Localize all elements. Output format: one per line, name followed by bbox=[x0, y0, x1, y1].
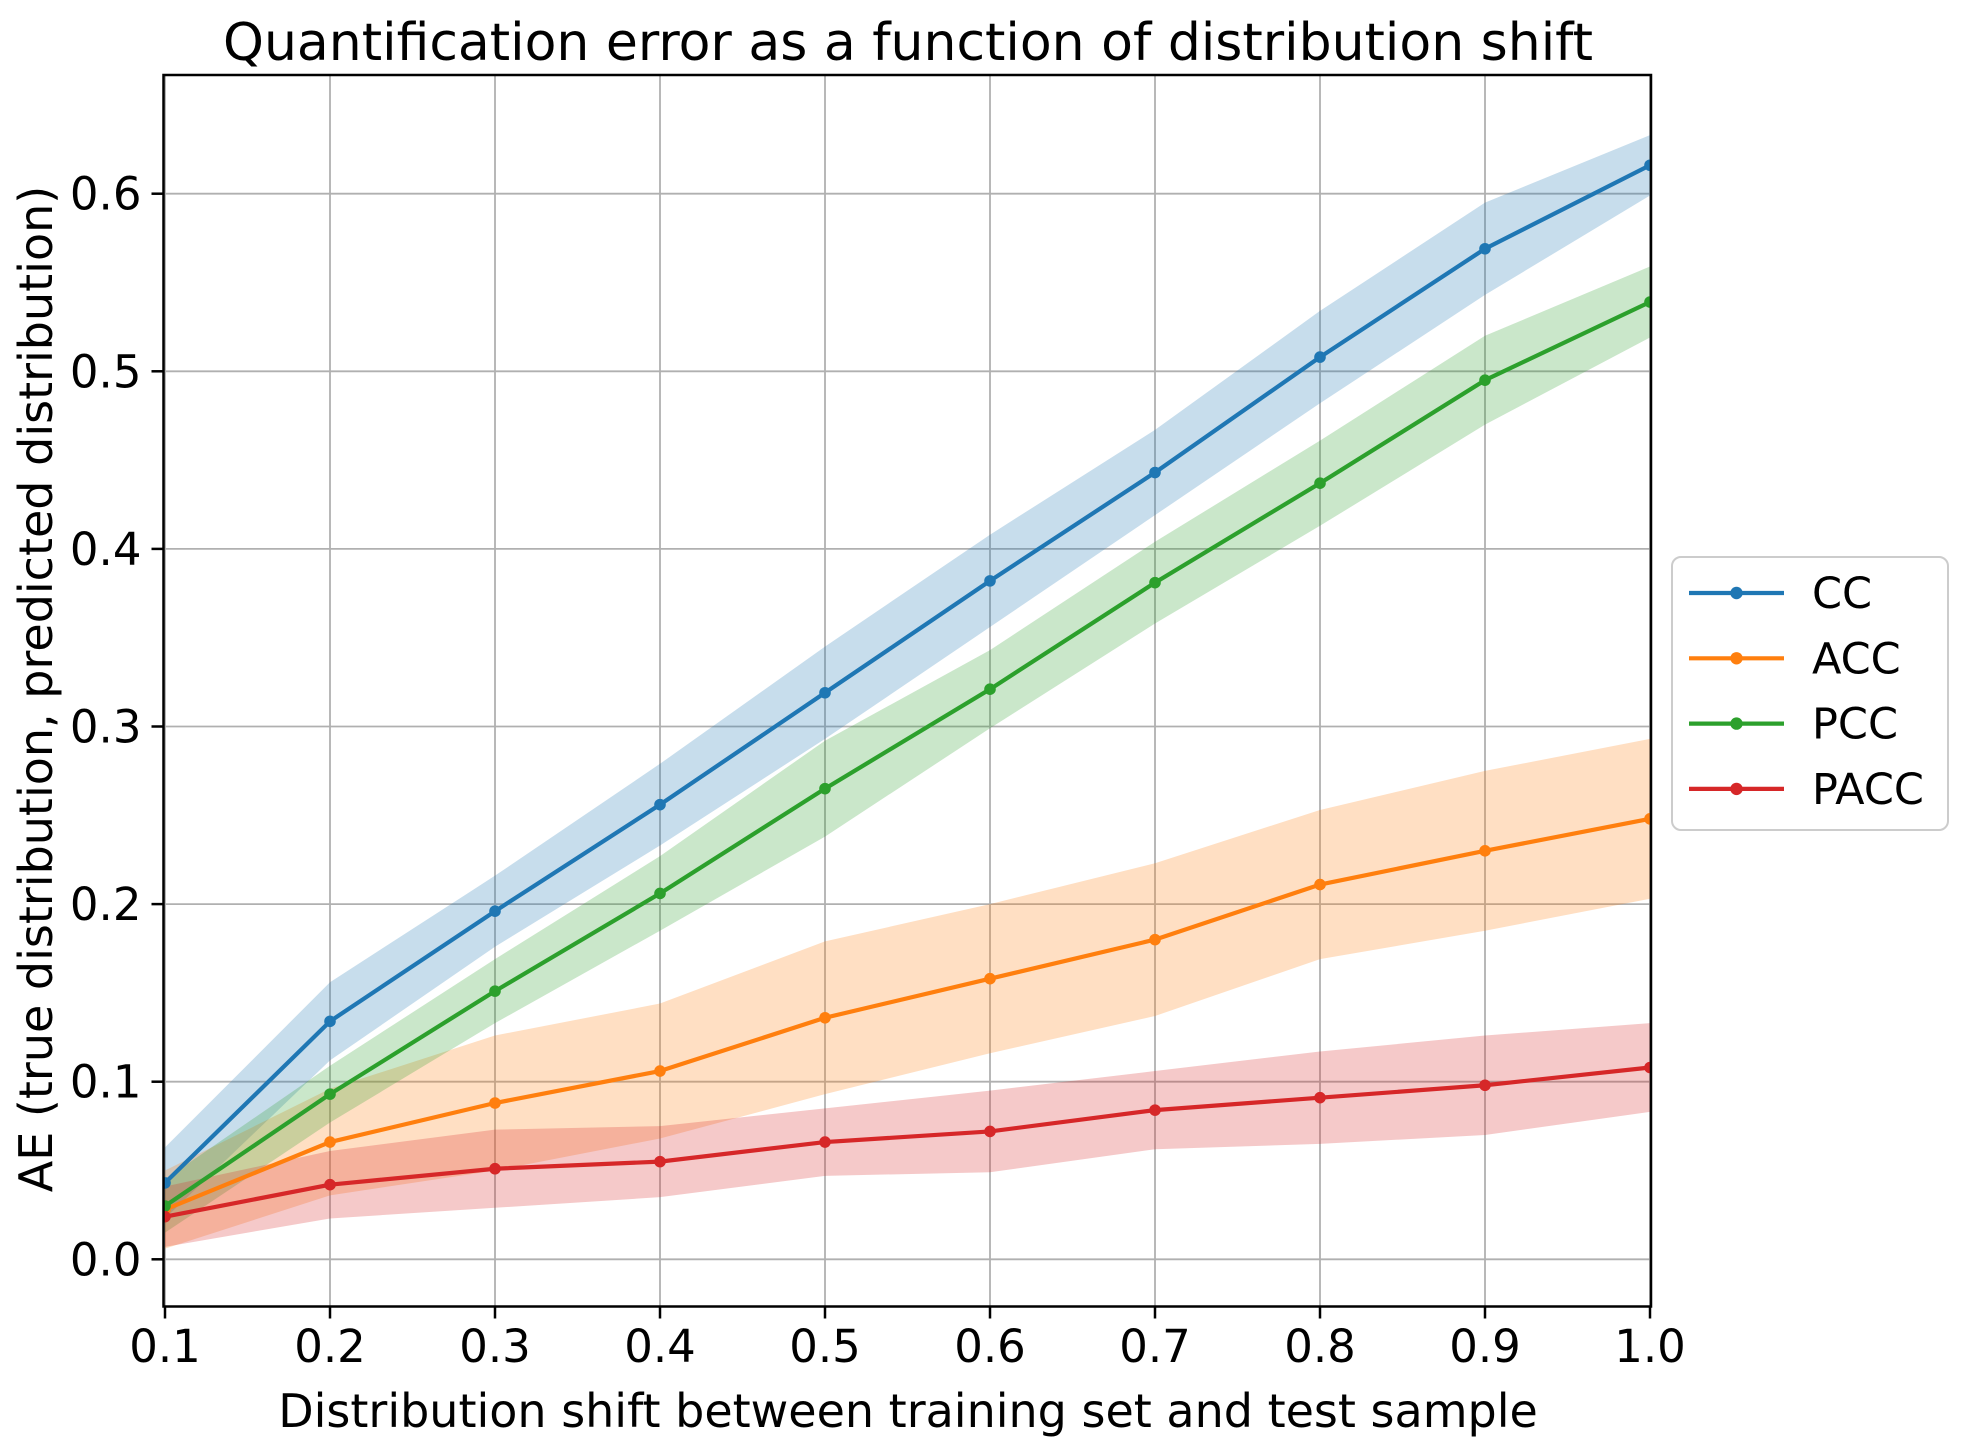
marker-pacc bbox=[1149, 1104, 1161, 1116]
legend-box bbox=[1671, 556, 1949, 831]
marker-cc bbox=[1644, 159, 1651, 172]
legend-label-pacc: PACC bbox=[1812, 765, 1924, 815]
y-axis-label: AE (true distribution, predicted distrib… bbox=[9, 186, 63, 1192]
x-tick-label: 0.1 bbox=[129, 1320, 201, 1373]
marker-cc bbox=[1149, 466, 1161, 479]
legend-entries: CC ACC PCC PACC bbox=[1689, 569, 1924, 815]
x-tick-label: 0.2 bbox=[294, 1320, 366, 1373]
marker-cc bbox=[654, 798, 666, 811]
marker-acc bbox=[1479, 845, 1491, 857]
legend-label-acc: ACC bbox=[1812, 634, 1901, 684]
legend-label-cc: CC bbox=[1812, 569, 1872, 619]
marker-pacc bbox=[984, 1125, 996, 1138]
band-cc bbox=[165, 135, 1650, 1219]
marker-pcc bbox=[1644, 296, 1651, 308]
x-tick-label: 0.7 bbox=[1119, 1320, 1191, 1373]
band-acc bbox=[165, 738, 1650, 1249]
y-tick-label: 0.1 bbox=[70, 1056, 142, 1109]
marker-pacc bbox=[819, 1136, 831, 1148]
x-tick-label: 0.8 bbox=[1284, 1320, 1356, 1373]
marker-pacc bbox=[1644, 1061, 1651, 1074]
x-tick-label: 0.3 bbox=[459, 1320, 531, 1373]
y-tick-label: 0.0 bbox=[70, 1233, 142, 1286]
marker-cc bbox=[324, 1015, 336, 1028]
axis-ticks bbox=[151, 192, 1652, 1319]
marker-cc bbox=[984, 575, 996, 587]
marker-pcc bbox=[1479, 374, 1491, 386]
marker-cc bbox=[163, 1177, 171, 1189]
x-axis-label: Distribution shift between training set … bbox=[278, 1384, 1538, 1438]
legend: CC ACC PCC PACC bbox=[1671, 556, 1949, 831]
marker-cc bbox=[1479, 242, 1491, 255]
plot-border bbox=[162, 73, 1653, 1308]
line-pacc bbox=[163, 1065, 1651, 1219]
marker-acc bbox=[1314, 878, 1326, 891]
marker-acc bbox=[984, 972, 996, 985]
chart-title: Quantification error as a function of di… bbox=[223, 13, 1593, 73]
marker-pcc bbox=[489, 985, 501, 997]
marker-cc bbox=[819, 686, 831, 699]
line-cc bbox=[163, 163, 1651, 1186]
marker-pcc bbox=[163, 1200, 171, 1212]
marker-pacc bbox=[324, 1178, 336, 1191]
marker-pcc bbox=[1314, 477, 1326, 489]
legend-marker-pcc bbox=[1730, 717, 1743, 730]
y-tick-label: 0.3 bbox=[70, 701, 142, 754]
legend-marker-acc bbox=[1730, 652, 1743, 665]
marker-pacc bbox=[1314, 1091, 1326, 1104]
line-pcc bbox=[163, 299, 1651, 1209]
marker-pcc bbox=[654, 887, 666, 900]
marker-acc bbox=[819, 1011, 831, 1024]
marker-acc bbox=[324, 1136, 336, 1148]
marker-acc bbox=[1644, 813, 1651, 825]
marker-acc bbox=[489, 1097, 501, 1109]
marker-pcc bbox=[324, 1088, 336, 1100]
marker-pacc bbox=[654, 1155, 666, 1168]
x-tick-label: 0.6 bbox=[954, 1320, 1026, 1373]
marker-pcc bbox=[819, 782, 831, 795]
legend-marker-pacc bbox=[1730, 782, 1743, 796]
legend-label-pcc: PCC bbox=[1812, 700, 1898, 750]
series-lines bbox=[163, 159, 1651, 1223]
y-tick-label: 0.5 bbox=[70, 345, 142, 398]
y-tick-label: 0.4 bbox=[70, 523, 142, 576]
y-tick-label: 0.2 bbox=[70, 878, 142, 931]
line-acc bbox=[163, 816, 1651, 1212]
axis-tick-labels: 0.1 0.2 0.3 0.4 0.5 0.6 0.7 0.8 0.9 1.0 0.0 0.1 0.2 0… bbox=[70, 168, 1686, 1373]
x-tick-label: 0.9 bbox=[1449, 1320, 1521, 1373]
marker-pcc bbox=[984, 683, 996, 696]
legend-marker-cc bbox=[1730, 586, 1743, 600]
x-tick-label: 0.4 bbox=[624, 1320, 696, 1373]
marker-cc bbox=[1314, 351, 1326, 363]
x-tick-label: 0.5 bbox=[789, 1320, 861, 1373]
marker-acc bbox=[1149, 933, 1161, 946]
marker-pcc bbox=[1149, 576, 1161, 589]
marker-acc bbox=[654, 1065, 666, 1077]
marker-pacc bbox=[163, 1210, 171, 1223]
y-tick-label: 0.6 bbox=[70, 168, 142, 221]
marker-pacc bbox=[489, 1162, 501, 1175]
marker-cc bbox=[489, 905, 501, 918]
marker-pacc bbox=[1479, 1079, 1491, 1092]
x-tick-label: 1.0 bbox=[1614, 1320, 1686, 1373]
